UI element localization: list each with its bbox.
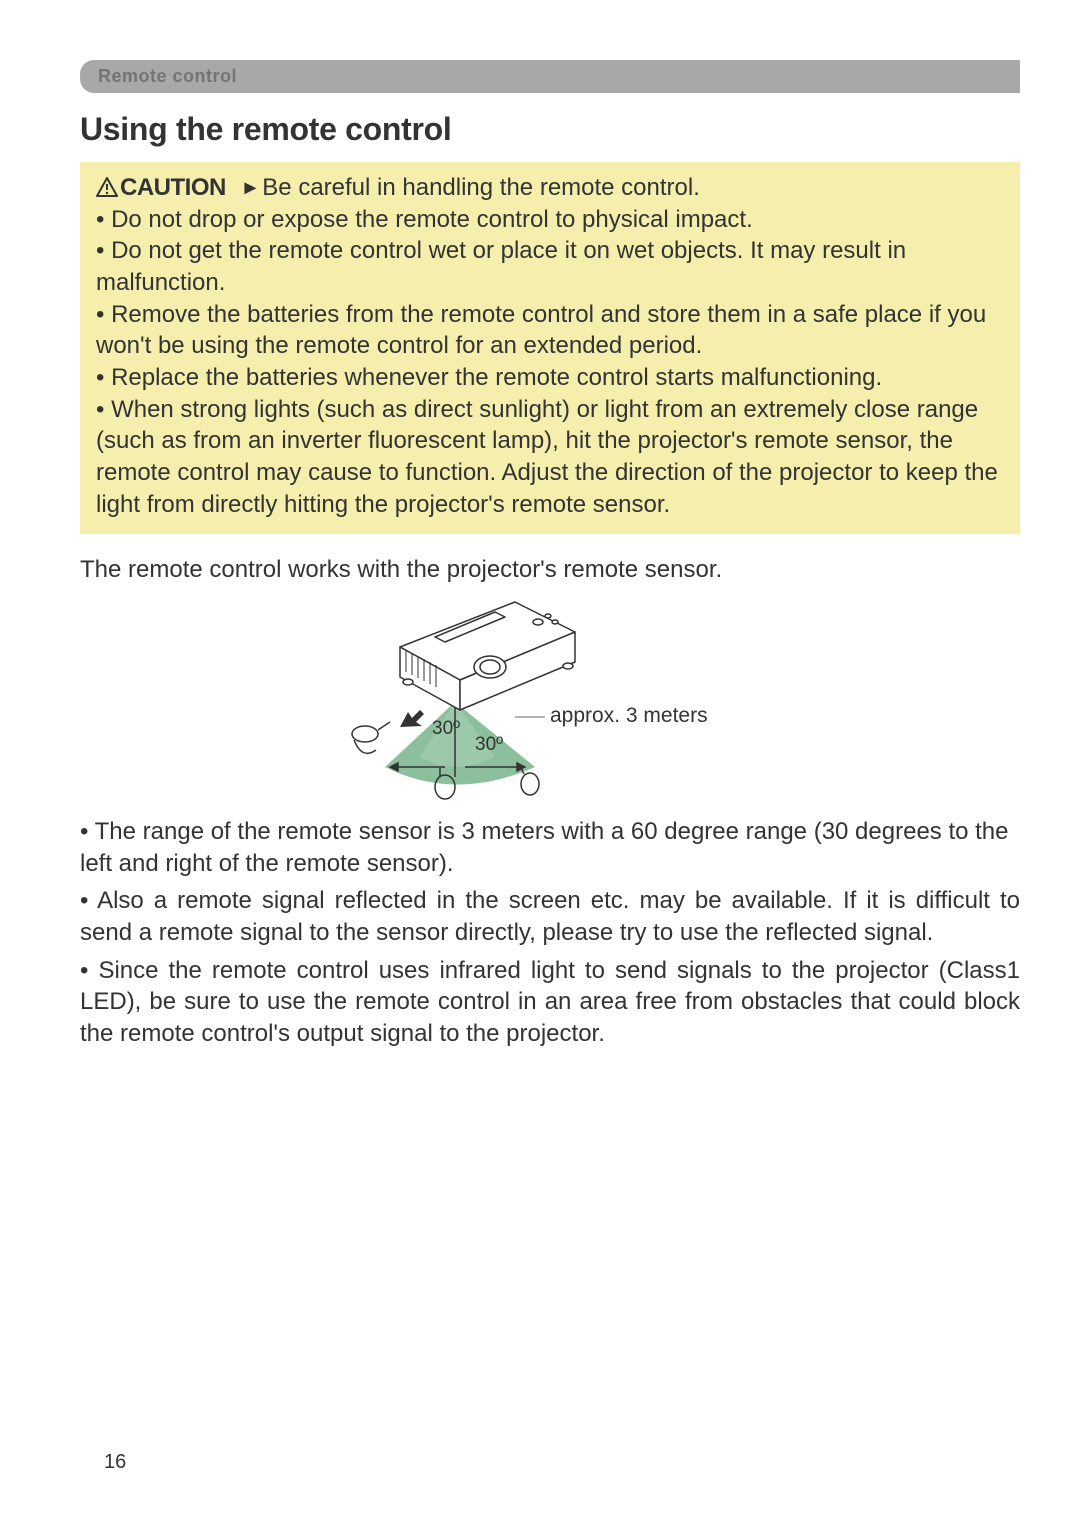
figure-container: approx. 3 meters 30º 30º	[80, 592, 1020, 802]
body-paragraph: • The range of the remote sensor is 3 me…	[80, 816, 1020, 879]
caution-lead-text: Be careful in handling the remote contro…	[262, 174, 700, 201]
page-heading: Using the remote control	[80, 111, 1020, 148]
section-banner: Remote control	[80, 60, 1020, 93]
arrow-right-icon: ►	[241, 177, 261, 199]
intro-text: The remote control works with the projec…	[80, 554, 1020, 586]
caution-bullet: • When strong lights (such as direct sun…	[96, 394, 1004, 521]
section-banner-text: Remote control	[98, 66, 237, 86]
caution-bullet: • Do not drop or expose the remote contr…	[96, 204, 1004, 236]
body-paragraph: • Since the remote control uses infrared…	[80, 955, 1020, 1050]
caution-bullet: • Do not get the remote control wet or p…	[96, 235, 1004, 298]
caution-bullet: • Remove the batteries from the remote c…	[96, 299, 1004, 362]
warning-triangle-icon	[96, 177, 118, 197]
caution-box: CAUTION ►Be careful in handling the remo…	[80, 162, 1020, 534]
caution-content: CAUTION ►Be careful in handling the remo…	[96, 172, 1004, 520]
page-content: Remote control Using the remote control …	[0, 0, 1080, 1086]
caution-label: CAUTION	[120, 174, 226, 201]
figure-label-angle-left: 30º	[432, 718, 460, 740]
caution-bullet: • Replace the batteries whenever the rem…	[96, 362, 1004, 394]
remote-sensor-diagram: approx. 3 meters 30º 30º	[340, 592, 760, 802]
figure-label-range: approx. 3 meters	[550, 704, 708, 728]
page-number: 16	[104, 1451, 126, 1474]
figure-label-angle-right: 30º	[475, 734, 503, 756]
body-paragraph: • Also a remote signal reflected in the …	[80, 885, 1020, 948]
